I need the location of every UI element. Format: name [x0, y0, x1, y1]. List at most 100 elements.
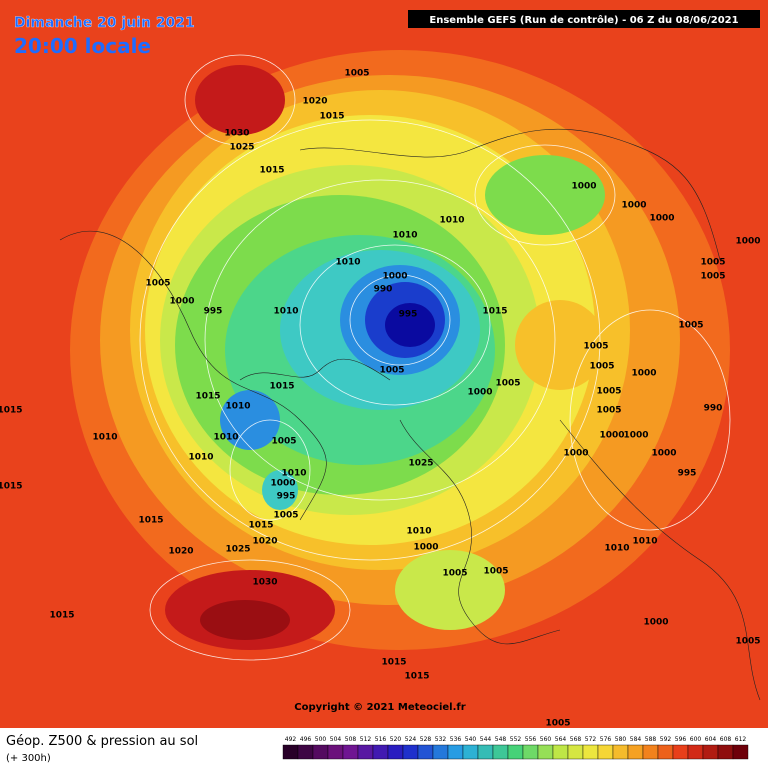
isobar-label: 1015: [319, 112, 344, 122]
isobar-label: 995: [277, 492, 296, 502]
isobar-label: 1020: [302, 97, 327, 107]
scale-swatch: [702, 744, 719, 760]
isobar-label: 1000: [623, 431, 648, 441]
isobar-label: 1015: [248, 521, 273, 531]
isobar-label: 1010: [335, 258, 360, 268]
scale-swatch: [657, 744, 674, 760]
isobar-label: 1005: [583, 342, 608, 352]
isobar-label: 1000: [382, 272, 407, 282]
isobar-label: 1005: [273, 511, 298, 521]
scale-swatch: [717, 744, 734, 760]
footer-title: Géop. Z500 & pression au sol: [6, 734, 198, 749]
scale-label: 556: [525, 736, 537, 743]
isobar-label: 1025: [408, 459, 433, 469]
isobar-label: 1005: [271, 437, 296, 447]
scale-swatch: [282, 744, 299, 760]
scale-label: 532: [435, 736, 447, 743]
isobar-label: 995: [678, 469, 697, 479]
scale-swatch: [627, 744, 644, 760]
scale-label: 512: [360, 736, 372, 743]
isobar-label: 1010: [213, 433, 238, 443]
run-info: Ensemble GEFS (Run de contrôle) - 06 Z d…: [429, 14, 738, 26]
isobar-label: 1005: [596, 387, 621, 397]
isobar-label: 1015: [0, 406, 23, 416]
isobar-label: 1010: [406, 527, 431, 537]
scale-swatch: [687, 744, 704, 760]
scale-swatch: [582, 744, 599, 760]
isobar-label: 1005: [700, 272, 725, 282]
scale-label: 584: [630, 736, 642, 743]
isobar-label: 1000: [643, 618, 668, 628]
scale-swatch: [372, 744, 389, 760]
isobar-label: 1030: [224, 129, 249, 139]
scale-label: 536: [450, 736, 462, 743]
scale-swatch: [387, 744, 404, 760]
isobar-label: 1010: [188, 453, 213, 463]
scale-label: 552: [510, 736, 522, 743]
copyright: Copyright © 2021 Meteociel.fr: [294, 702, 465, 713]
scale-swatch: [492, 744, 509, 760]
isobar-label: 1015: [49, 611, 74, 621]
scale-swatch: [432, 744, 449, 760]
isobar-label: 1030: [252, 578, 277, 588]
isobar-label: 1015: [138, 516, 163, 526]
isobar-label: 1025: [225, 545, 250, 555]
isobar-label: 1010: [392, 231, 417, 241]
isobar-label: 1005: [700, 258, 725, 268]
isobar-label: 1010: [281, 469, 306, 479]
scale-swatch: [402, 744, 419, 760]
isobar-label: 1000: [413, 543, 438, 553]
local-time: 20:00 locale: [14, 34, 151, 58]
isobar-label: 1015: [259, 166, 284, 176]
scale-label: 548: [495, 736, 507, 743]
isobar-label: 1005: [678, 321, 703, 331]
scale-swatch: [552, 744, 569, 760]
scale-label: 500: [315, 736, 327, 743]
scale-label: 492: [285, 736, 297, 743]
isobar-label: 1005: [483, 567, 508, 577]
isobar-label: 1000: [270, 479, 295, 489]
isobar-label: 1010: [604, 544, 629, 554]
scale-label: 604: [705, 736, 717, 743]
scale-swatch: [597, 744, 614, 760]
isobar-label: 1000: [649, 214, 674, 224]
scale-label: 508: [345, 736, 357, 743]
isobar-label: 990: [704, 404, 723, 414]
isobar-label: 1005: [442, 569, 467, 579]
isobar-label: 1020: [168, 547, 193, 557]
scale-label: 504: [330, 736, 342, 743]
isobar-label: 1000: [571, 182, 596, 192]
scale-swatch: [642, 744, 659, 760]
scale-label: 524: [405, 736, 417, 743]
isobar-label: 1000: [631, 369, 656, 379]
scale-label: 516: [375, 736, 387, 743]
scale-swatch: [357, 744, 374, 760]
isobar-label: 1015: [195, 392, 220, 402]
scale-swatch: [522, 744, 539, 760]
scale-label: 572: [585, 736, 597, 743]
isobar-label: 1005: [596, 406, 621, 416]
isobar-label: 1010: [439, 216, 464, 226]
isobar-label: 1015: [381, 658, 406, 668]
date: Dimanche 20 juin 2021: [14, 15, 195, 31]
scale-label: 528: [420, 736, 432, 743]
footer-lead: (+ 300h): [6, 753, 51, 764]
scale-swatch: [462, 744, 479, 760]
scale-swatch: [537, 744, 554, 760]
isobar-label: 1000: [621, 201, 646, 211]
scale-swatch: [447, 744, 464, 760]
isobar-label: 1005: [545, 719, 570, 729]
isobar-label: 1000: [169, 297, 194, 307]
isobar-label: 1010: [92, 433, 117, 443]
scale-swatch: [612, 744, 629, 760]
scale-swatch: [342, 744, 359, 760]
scale-label: 544: [480, 736, 492, 743]
isobar-label: 1005: [344, 69, 369, 79]
scale-swatch: [327, 744, 344, 760]
isobar-label: 1005: [589, 362, 614, 372]
isobar-labels: 1005102010151030102510151010101010101000…: [0, 69, 761, 729]
isobar-label: 1005: [495, 379, 520, 389]
isobar-label: 1000: [563, 449, 588, 459]
